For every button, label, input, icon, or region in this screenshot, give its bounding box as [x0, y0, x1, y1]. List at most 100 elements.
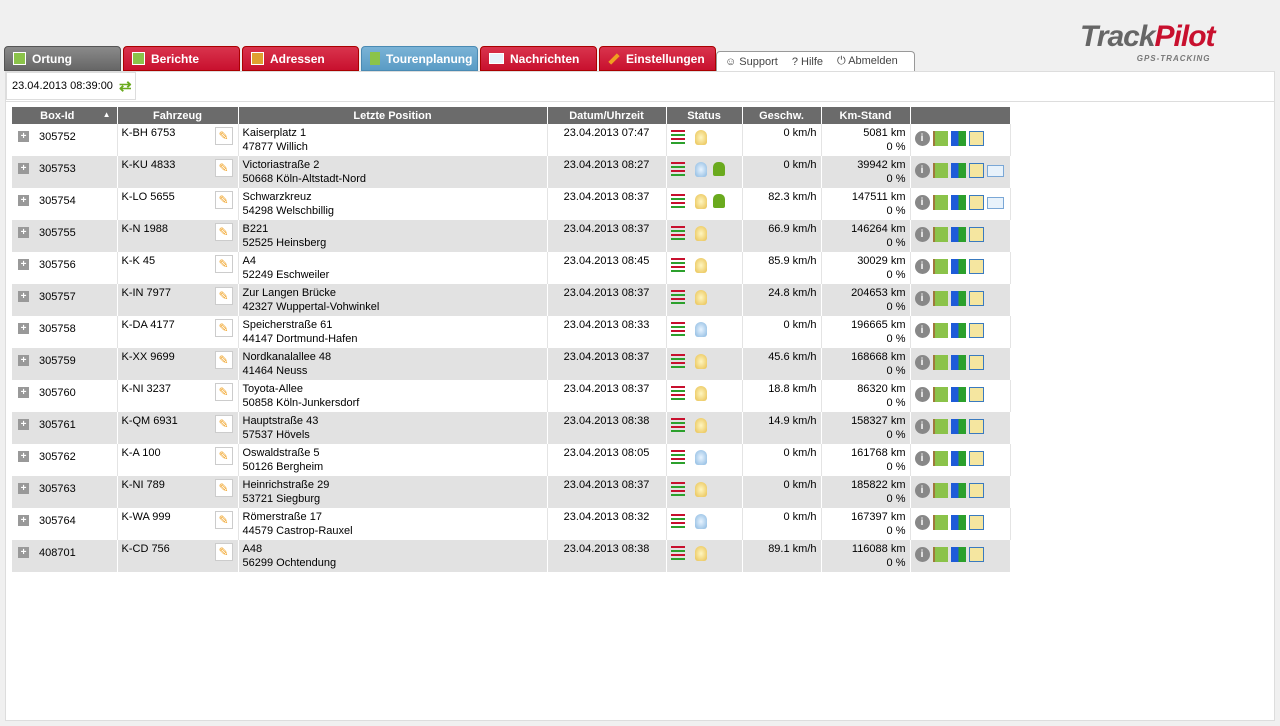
edit-pencil-icon[interactable]: ✎: [214, 159, 233, 177]
edit-pencil-icon[interactable]: ✎: [214, 191, 233, 209]
info-icon[interactable]: i: [914, 323, 930, 338]
flag-icon[interactable]: [932, 483, 948, 498]
expand-icon[interactable]: +: [18, 131, 29, 142]
expand-icon[interactable]: +: [18, 291, 29, 302]
info-icon[interactable]: i: [914, 259, 930, 274]
google-maps-icon[interactable]: [950, 515, 966, 530]
google-maps-icon[interactable]: [950, 323, 966, 338]
table-row[interactable]: +305761 K-QM 6931 ✎ Hauptstraße 43 57537 Höv…: [12, 412, 1011, 444]
flag-icon[interactable]: [932, 387, 948, 402]
edit-pencil-icon[interactable]: ✎: [214, 479, 233, 497]
tab-berichte[interactable]: Berichte: [123, 46, 240, 71]
flag-icon[interactable]: [932, 451, 948, 466]
google-maps-icon[interactable]: [950, 547, 966, 562]
edit-pencil-icon[interactable]: ✎: [214, 415, 233, 433]
map-icon[interactable]: [968, 323, 984, 338]
map-icon[interactable]: [968, 515, 984, 530]
info-icon[interactable]: i: [914, 227, 930, 242]
table-row[interactable]: +305755 K-N 1988 ✎ B221 52525 Heinsberg 23.04…: [12, 220, 1011, 252]
expand-icon[interactable]: +: [18, 323, 29, 334]
expand-icon[interactable]: +: [18, 195, 29, 206]
table-row[interactable]: +305764 K-WA 999 ✎ Römerstraße 17 44579 Cast…: [12, 508, 1011, 540]
google-maps-icon[interactable]: [950, 195, 966, 210]
map-icon[interactable]: [968, 451, 984, 466]
table-row[interactable]: +305752 K-BH 6753 ✎ Kaiserplatz 1 47877 Will…: [12, 124, 1011, 156]
google-maps-icon[interactable]: [950, 355, 966, 370]
flag-icon[interactable]: [932, 227, 948, 242]
tab-einstellungen[interactable]: Einstellungen: [599, 46, 716, 71]
edit-pencil-icon[interactable]: ✎: [214, 383, 233, 401]
flag-icon[interactable]: [932, 419, 948, 434]
support-link[interactable]: ☺ Support: [725, 55, 778, 68]
edit-pencil-icon[interactable]: ✎: [214, 223, 233, 241]
expand-icon[interactable]: +: [18, 515, 29, 526]
google-maps-icon[interactable]: [950, 387, 966, 402]
col-fahrzeug[interactable]: Fahrzeug: [117, 107, 239, 124]
info-icon[interactable]: i: [914, 419, 930, 434]
table-row[interactable]: +305759 K-XX 9699 ✎ Nordkanalallee 48 41464 …: [12, 348, 1011, 380]
info-icon[interactable]: i: [914, 483, 930, 498]
tab-ortung[interactable]: Ortung: [4, 46, 121, 71]
col-position[interactable]: Letzte Position: [238, 107, 548, 124]
table-row[interactable]: +305762 K-A 100 ✎ Oswaldstraße 5 50126 Bergh…: [12, 444, 1011, 476]
flag-icon[interactable]: [932, 515, 948, 530]
flag-icon[interactable]: [932, 163, 948, 178]
edit-pencil-icon[interactable]: ✎: [214, 351, 233, 369]
expand-icon[interactable]: +: [18, 387, 29, 398]
google-maps-icon[interactable]: [950, 259, 966, 274]
flag-icon[interactable]: [932, 131, 948, 146]
expand-icon[interactable]: +: [18, 355, 29, 366]
table-row[interactable]: +305756 K-K 45 ✎ A4 52249 Eschweiler 23.04.20…: [12, 252, 1011, 284]
map-icon[interactable]: [968, 227, 984, 242]
google-maps-icon[interactable]: [950, 483, 966, 498]
edit-pencil-icon[interactable]: ✎: [214, 319, 233, 337]
table-row[interactable]: +305763 K-NI 789 ✎ Heinrichstraße 29 53721 S…: [12, 476, 1011, 508]
map-icon[interactable]: [968, 259, 984, 274]
col-speed[interactable]: Geschw.: [742, 107, 822, 124]
expand-icon[interactable]: +: [18, 163, 29, 174]
edit-pencil-icon[interactable]: ✎: [214, 511, 233, 529]
flag-icon[interactable]: [932, 355, 948, 370]
google-maps-icon[interactable]: [950, 227, 966, 242]
flag-icon[interactable]: [932, 547, 948, 562]
info-icon[interactable]: i: [914, 291, 930, 306]
info-icon[interactable]: i: [914, 163, 930, 178]
map-icon[interactable]: [968, 419, 984, 434]
tab-nachrichten[interactable]: Nachrichten: [480, 46, 597, 71]
col-datum[interactable]: Datum/Uhrzeit: [547, 107, 667, 124]
flag-icon[interactable]: [932, 259, 948, 274]
edit-pencil-icon[interactable]: ✎: [214, 447, 233, 465]
map-icon[interactable]: [968, 355, 984, 370]
info-icon[interactable]: i: [914, 547, 930, 562]
info-icon[interactable]: i: [914, 451, 930, 466]
info-icon[interactable]: i: [914, 195, 930, 210]
map-icon[interactable]: [968, 163, 984, 178]
table-row[interactable]: +305757 K-IN 7977 ✎ Zur Langen Brücke 42327 …: [12, 284, 1011, 316]
google-maps-icon[interactable]: [950, 419, 966, 434]
google-maps-icon[interactable]: [950, 291, 966, 306]
google-maps-icon[interactable]: [950, 131, 966, 146]
expand-icon[interactable]: +: [18, 451, 29, 462]
map-icon[interactable]: [968, 483, 984, 498]
table-row[interactable]: +305758 K-DA 4177 ✎ Speicherstraße 61 44147 …: [12, 316, 1011, 348]
flag-icon[interactable]: [932, 323, 948, 338]
expand-icon[interactable]: +: [18, 419, 29, 430]
tab-tourenplanung[interactable]: Tourenplanung: [361, 46, 478, 71]
flag-icon[interactable]: [932, 195, 948, 210]
col-status[interactable]: Status: [666, 107, 743, 124]
info-icon[interactable]: i: [914, 387, 930, 402]
table-row[interactable]: +305754 K-LO 5655 ✎ Schwarzkreuz 54298 Welsc…: [12, 188, 1011, 220]
map-icon[interactable]: [968, 195, 984, 210]
map-icon[interactable]: [968, 547, 984, 562]
flag-icon[interactable]: [932, 291, 948, 306]
table-row[interactable]: +305753 K-KU 4833 ✎ Victoriastraße 2 50668 K…: [12, 156, 1011, 188]
refresh-icon[interactable]: ⇄: [118, 78, 132, 95]
map-icon[interactable]: [968, 291, 984, 306]
info-icon[interactable]: i: [914, 131, 930, 146]
expand-icon[interactable]: +: [18, 227, 29, 238]
map-icon[interactable]: [968, 387, 984, 402]
table-row[interactable]: +408701 K-CD 756 ✎ A48 56299 Ochtendung 23.04…: [12, 540, 1011, 572]
envelope-icon[interactable]: [986, 164, 1004, 177]
envelope-icon[interactable]: [986, 196, 1004, 209]
expand-icon[interactable]: +: [18, 547, 29, 558]
